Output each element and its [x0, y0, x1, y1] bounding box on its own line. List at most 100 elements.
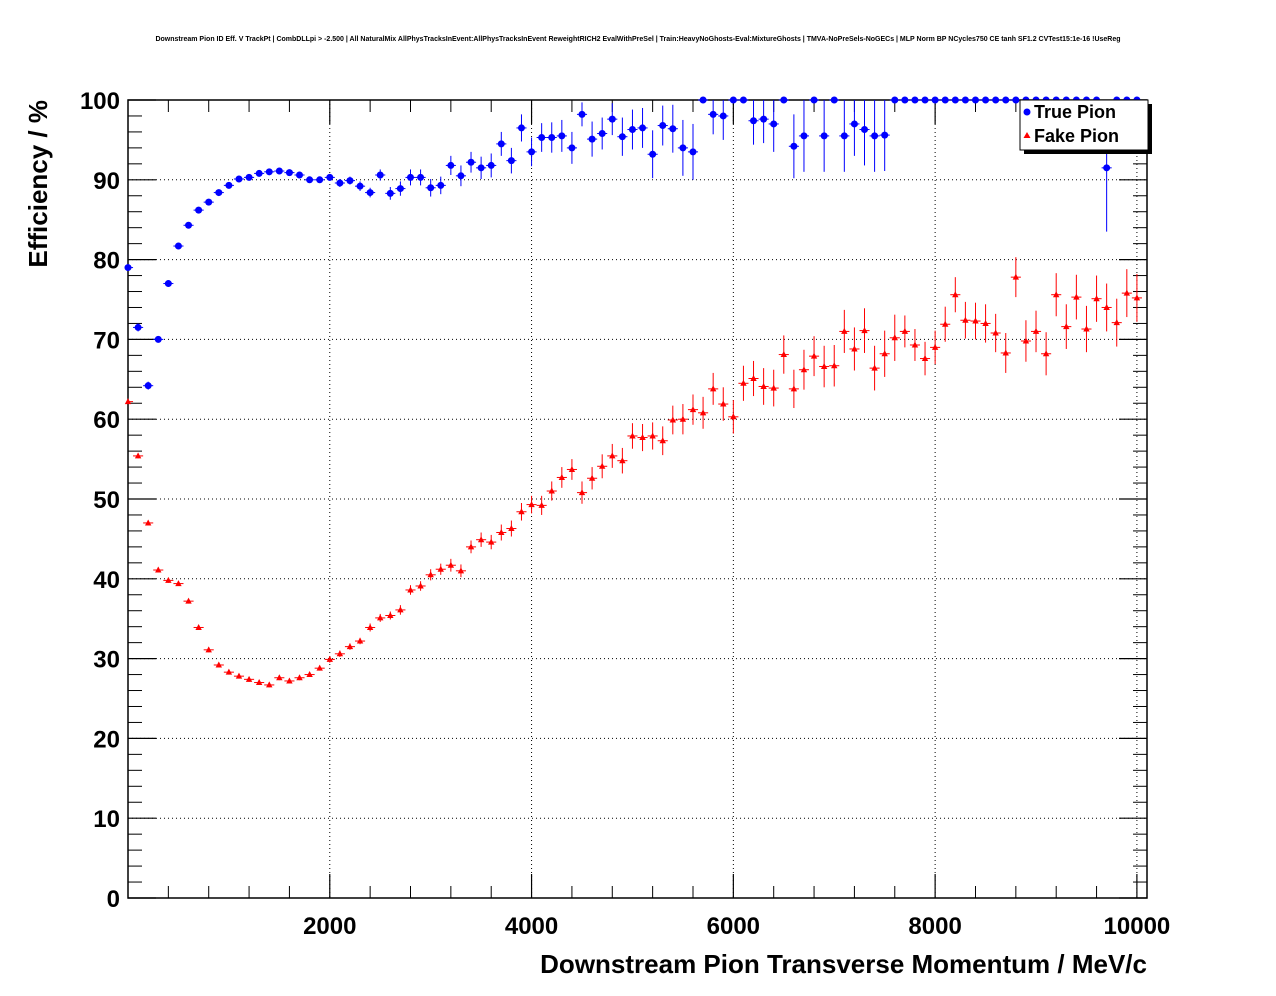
data-point: [275, 167, 283, 175]
data-point: [578, 110, 586, 118]
data-point: [346, 643, 354, 650]
data-point: [780, 351, 787, 358]
data-point: [326, 173, 334, 181]
data-point: [719, 112, 727, 120]
data-point: [538, 134, 546, 142]
data-point: [285, 169, 293, 177]
data-point: [306, 671, 313, 678]
data-point: [427, 571, 434, 578]
y-tick-label: 20: [93, 726, 120, 753]
data-point: [457, 567, 465, 574]
data-point: [871, 132, 879, 140]
y-tick-label: 90: [93, 168, 120, 195]
data-point: [568, 144, 576, 152]
data-point: [507, 157, 515, 165]
data-point: [1093, 295, 1100, 302]
data-point: [820, 132, 828, 140]
y-tick-label: 70: [93, 327, 120, 354]
y-tick-label: 40: [93, 567, 120, 594]
data-point: [1133, 294, 1141, 301]
data-point: [699, 409, 707, 416]
data-point: [972, 317, 979, 324]
data-point: [235, 672, 243, 679]
data-point: [185, 597, 192, 604]
data-point: [447, 561, 455, 568]
data-point: [517, 124, 525, 132]
data-point: [750, 375, 757, 382]
data-point: [881, 350, 888, 357]
data-point: [336, 650, 344, 657]
data-point: [841, 327, 848, 334]
data-point: [356, 637, 364, 644]
data-point: [921, 96, 929, 104]
data-point: [679, 415, 687, 422]
data-point: [235, 175, 243, 183]
data-point: [397, 606, 404, 613]
data-point: [377, 614, 384, 621]
data-point: [982, 96, 990, 104]
data-point: [851, 345, 858, 352]
data-point: [528, 148, 536, 156]
plot-title: Downstream Pion ID Eff. V TrackPt | Comb…: [155, 36, 1121, 43]
data-point: [225, 181, 233, 189]
data-point: [1012, 273, 1020, 280]
data-point: [185, 221, 193, 229]
data-point: [316, 176, 324, 184]
data-point: [427, 184, 435, 192]
data-point: [174, 242, 182, 250]
data-point: [1113, 319, 1120, 326]
data-point: [619, 457, 626, 464]
legend: True Pion Fake Pion: [1019, 99, 1152, 154]
y-tick-label: 80: [93, 248, 120, 275]
y-axis-title: Efficiency / %: [23, 100, 53, 268]
data-point: [518, 508, 525, 515]
data-point: [1052, 291, 1060, 298]
data-point: [467, 543, 475, 550]
data-point: [477, 536, 485, 543]
data-point: [730, 413, 737, 420]
fake-pion-series: [124, 257, 1142, 688]
data-point: [346, 177, 354, 185]
data-point: [487, 161, 495, 169]
data-point: [780, 96, 788, 104]
x-axis-title: Downstream Pion Transverse Momentum / Me…: [540, 949, 1147, 979]
data-point: [134, 452, 142, 459]
data-point: [790, 385, 798, 392]
data-point: [255, 169, 263, 177]
data-point: [911, 341, 919, 348]
data-point: [871, 364, 878, 371]
data-point: [266, 681, 273, 688]
data-point: [245, 173, 253, 181]
data-point: [891, 334, 898, 341]
data-point: [155, 566, 162, 573]
data-point: [800, 132, 808, 140]
data-point: [387, 612, 394, 619]
data-point: [992, 96, 1000, 104]
data-point: [598, 462, 606, 469]
x-tick-label: 6000: [707, 913, 760, 940]
data-point: [729, 96, 737, 104]
data-point: [1103, 164, 1111, 172]
data-point: [709, 110, 717, 118]
data-point: [861, 126, 869, 134]
data-point: [982, 319, 989, 326]
data-point: [770, 384, 777, 391]
data-point: [1063, 323, 1070, 330]
data-point: [951, 96, 959, 104]
y-tick-label: 100: [80, 88, 120, 115]
data-point: [770, 120, 778, 128]
data-point: [195, 623, 202, 630]
data-point: [810, 352, 818, 359]
data-point: [195, 206, 203, 214]
tick-layer: 0 10 20 30 40 50 60 70 80 90 100 2000 4000 6000 8000 10…: [80, 88, 1170, 940]
data-point: [548, 487, 555, 494]
data-point: [144, 519, 152, 526]
y-tick-label: 50: [93, 487, 120, 514]
data-point: [1073, 293, 1080, 300]
data-point: [366, 623, 374, 630]
data-point: [578, 489, 586, 496]
y-tick-label: 30: [93, 647, 120, 674]
data-point: [477, 164, 485, 172]
data-point: [740, 379, 747, 386]
